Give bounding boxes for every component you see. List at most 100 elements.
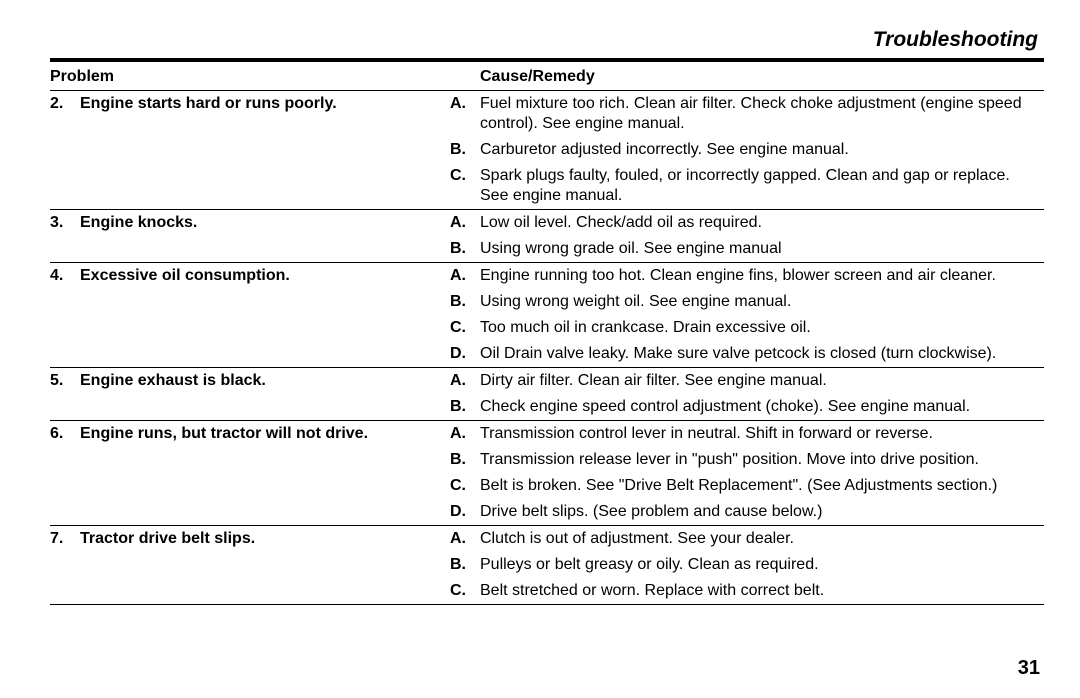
problem-text: [80, 476, 450, 496]
problem-section: 2.Engine starts hard or runs poorly.A.Fu…: [50, 91, 1044, 210]
problem-number: 2.: [50, 94, 80, 134]
cause-letter: B.: [450, 239, 480, 259]
problem-number: [50, 581, 80, 601]
problem-cell: 4.Excessive oil consumption.: [50, 266, 450, 286]
problem-number: [50, 397, 80, 417]
problem-section: 5.Engine exhaust is black.A.Dirty air fi…: [50, 368, 1044, 421]
problem-number: [50, 140, 80, 160]
cause-letter: B.: [450, 555, 480, 575]
cause-cell: A.Engine running too hot. Clean engine f…: [450, 266, 1044, 286]
problem-text: [80, 239, 450, 259]
top-rule: [50, 58, 1044, 62]
cause-letter: A.: [450, 529, 480, 549]
table-row: C.Belt is broken. See "Drive Belt Replac…: [50, 473, 1044, 499]
cause-cell: B.Using wrong weight oil. See engine man…: [450, 292, 1044, 312]
page: Troubleshooting Problem Cause/Remedy 2.E…: [0, 0, 1080, 698]
problem-text: [80, 502, 450, 522]
problem-cell: [50, 450, 450, 470]
cause-letter: B.: [450, 397, 480, 417]
table-row: D.Oil Drain valve leaky. Make sure valve…: [50, 341, 1044, 367]
problem-cell: 3.Engine knocks.: [50, 213, 450, 233]
cause-text: Using wrong weight oil. See engine manua…: [480, 292, 1044, 312]
problem-cell: [50, 292, 450, 312]
header-cause: Cause/Remedy: [450, 68, 1044, 86]
cause-letter: C.: [450, 476, 480, 496]
problem-text: [80, 581, 450, 601]
problem-section: 6.Engine runs, but tractor will not driv…: [50, 421, 1044, 526]
cause-text: Dirty air filter. Clean air filter. See …: [480, 371, 1044, 391]
cause-letter: B.: [450, 450, 480, 470]
cause-letter: B.: [450, 292, 480, 312]
problem-text: [80, 140, 450, 160]
problem-cell: 2.Engine starts hard or runs poorly.: [50, 94, 450, 134]
cause-cell: B.Transmission release lever in "push" p…: [450, 450, 1044, 470]
cause-letter: D.: [450, 502, 480, 522]
cause-letter: C.: [450, 318, 480, 338]
problem-text: Engine knocks.: [80, 213, 450, 233]
cause-letter: A.: [450, 424, 480, 444]
problem-number: 4.: [50, 266, 80, 286]
cause-cell: C.Spark plugs faulty, fouled, or incorre…: [450, 166, 1044, 206]
problem-number: 7.: [50, 529, 80, 549]
cause-text: Transmission release lever in "push" pos…: [480, 450, 1044, 470]
cause-text: Belt stretched or worn. Replace with cor…: [480, 581, 1044, 601]
table-body: 2.Engine starts hard or runs poorly.A.Fu…: [50, 91, 1044, 605]
problem-text: Excessive oil consumption.: [80, 266, 450, 286]
table-row: C.Too much oil in crankcase. Drain exces…: [50, 315, 1044, 341]
cause-cell: A.Dirty air filter. Clean air filter. Se…: [450, 371, 1044, 391]
table-row: B.Check engine speed control adjustment …: [50, 394, 1044, 420]
problem-number: [50, 555, 80, 575]
problem-number: [50, 318, 80, 338]
problem-section: 7.Tractor drive belt slips.A.Clutch is o…: [50, 526, 1044, 605]
table-row: 3.Engine knocks.A.Low oil level. Check/a…: [50, 210, 1044, 236]
problem-cell: 5.Engine exhaust is black.: [50, 371, 450, 391]
page-number: 31: [1018, 657, 1040, 680]
problem-cell: [50, 555, 450, 575]
problem-text: Engine exhaust is black.: [80, 371, 450, 391]
cause-letter: A.: [450, 371, 480, 391]
cause-text: Drive belt slips. (See problem and cause…: [480, 502, 1044, 522]
problem-number: [50, 292, 80, 312]
cause-text: Transmission control lever in neutral. S…: [480, 424, 1044, 444]
problem-text: Tractor drive belt slips.: [80, 529, 450, 549]
table-row: B.Transmission release lever in "push" p…: [50, 447, 1044, 473]
table-row: D.Drive belt slips. (See problem and cau…: [50, 499, 1044, 525]
cause-text: Pulleys or belt greasy or oily. Clean as…: [480, 555, 1044, 575]
cause-letter: C.: [450, 581, 480, 601]
cause-letter: A.: [450, 213, 480, 233]
cause-cell: B.Check engine speed control adjustment …: [450, 397, 1044, 417]
table-row: 5.Engine exhaust is black.A.Dirty air fi…: [50, 368, 1044, 394]
cause-cell: A.Clutch is out of adjustment. See your …: [450, 529, 1044, 549]
cause-cell: A.Transmission control lever in neutral.…: [450, 424, 1044, 444]
cause-letter: B.: [450, 140, 480, 160]
problem-number: [50, 239, 80, 259]
cause-text: Belt is broken. See "Drive Belt Replacem…: [480, 476, 1044, 496]
cause-text: Fuel mixture too rich. Clean air filter.…: [480, 94, 1044, 134]
problem-number: 3.: [50, 213, 80, 233]
cause-cell: B.Using wrong grade oil. See engine manu…: [450, 239, 1044, 259]
cause-letter: A.: [450, 94, 480, 134]
table-row: 2.Engine starts hard or runs poorly.A.Fu…: [50, 91, 1044, 137]
table-row: C.Spark plugs faulty, fouled, or incorre…: [50, 163, 1044, 209]
cause-letter: A.: [450, 266, 480, 286]
cause-cell: C.Too much oil in crankcase. Drain exces…: [450, 318, 1044, 338]
problem-number: 6.: [50, 424, 80, 444]
problem-number: 5.: [50, 371, 80, 391]
cause-text: Clutch is out of adjustment. See your de…: [480, 529, 1044, 549]
cause-letter: C.: [450, 166, 480, 206]
cause-text: Too much oil in crankcase. Drain excessi…: [480, 318, 1044, 338]
cause-text: Using wrong grade oil. See engine manual: [480, 239, 1044, 259]
cause-text: Spark plugs faulty, fouled, or incorrect…: [480, 166, 1044, 206]
problem-cell: [50, 397, 450, 417]
cause-cell: B.Carburetor adjusted incorrectly. See e…: [450, 140, 1044, 160]
header-problem: Problem: [50, 68, 450, 86]
problem-text: [80, 450, 450, 470]
problem-text: Engine runs, but tractor will not drive.: [80, 424, 450, 444]
problem-text: [80, 318, 450, 338]
cause-cell: B.Pulleys or belt greasy or oily. Clean …: [450, 555, 1044, 575]
cause-text: Engine running too hot. Clean engine fin…: [480, 266, 1044, 286]
table-row: 6.Engine runs, but tractor will not driv…: [50, 421, 1044, 447]
problem-text: [80, 166, 450, 206]
problem-cell: 6.Engine runs, but tractor will not driv…: [50, 424, 450, 444]
cause-cell: D.Oil Drain valve leaky. Make sure valve…: [450, 344, 1044, 364]
